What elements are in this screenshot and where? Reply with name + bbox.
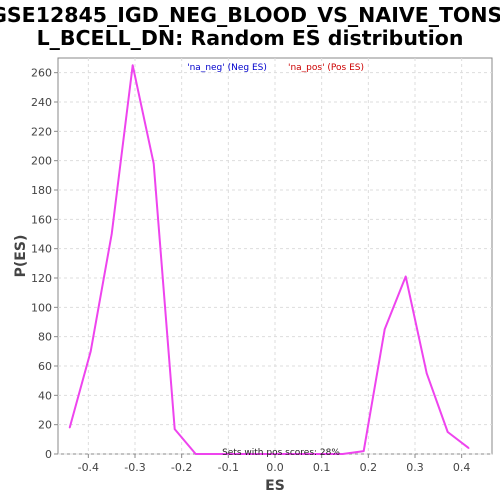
y-tick-label: 180 [31,184,52,197]
x-axis-label: ES [265,478,285,494]
x-tick-label: -0.1 [218,461,239,474]
y-tick-label: 220 [31,125,52,138]
x-tick-label: -0.2 [171,461,192,474]
y-axis-ticks: 0 20 40 60 80 100 120 140 160 180 200 220 240 260 [31,67,58,461]
legend-neg-es: 'na_neg' (Neg ES) [187,63,267,73]
data-point [68,426,71,429]
x-tick-label: 0.2 [360,461,378,474]
data-point [467,447,470,449]
data-point [383,328,386,331]
data-point [173,428,176,430]
data-point [152,162,155,165]
data-point [236,453,239,455]
y-tick-label: 160 [31,213,52,226]
data-point [341,453,344,455]
y-tick-label: 80 [38,331,52,344]
y-tick-label: 200 [31,155,52,168]
chart-title-line-1: GSE12845_IGD_NEG_BLOOD_VS_NAIVE_TONSI [0,3,500,27]
x-tick-label: -0.4 [78,461,99,474]
y-axis-label: P(ES) [13,235,29,278]
x-tick-label: 0.3 [406,461,424,474]
pos-scores-annotation: Sets with pos scores: 28% [222,448,340,458]
data-point [194,453,197,455]
y-tick-label: 20 [38,419,52,432]
x-tick-label: -0.3 [124,461,145,474]
data-point [89,350,92,353]
chart-title-line-2: L_BCELL_DN: Random ES distribution [37,26,464,50]
y-tick-label: 120 [31,272,52,285]
y-tick-label: 260 [31,67,52,80]
x-tick-label: 0.1 [313,461,331,474]
x-tick-label: 0.0 [266,461,284,474]
y-tick-label: 0 [45,448,52,461]
y-tick-label: 140 [31,243,52,256]
data-point [425,372,428,375]
y-tick-label: 40 [38,389,52,402]
data-point [110,233,113,235]
data-point [446,431,449,433]
data-point [362,450,365,452]
series-layer [68,64,470,455]
data-point [320,453,323,455]
x-tick-label: 0.4 [453,461,471,474]
grid-lines [58,58,492,455]
y-tick-label: 60 [38,360,52,373]
data-point [404,275,407,278]
series-line [68,64,470,455]
y-tick-label: 240 [31,96,52,109]
y-tick-label: 100 [31,301,52,314]
data-point [215,453,218,455]
data-point [257,453,260,455]
legend-pos-es: 'na_pos' (Pos ES) [288,63,364,73]
data-point [299,453,302,455]
data-point [278,453,281,455]
data-point [131,64,134,67]
x-axis-ticks: -0.4 -0.3 -0.2 -0.1 0.0 0.1 0.2 0.3 0.4 [78,454,471,474]
